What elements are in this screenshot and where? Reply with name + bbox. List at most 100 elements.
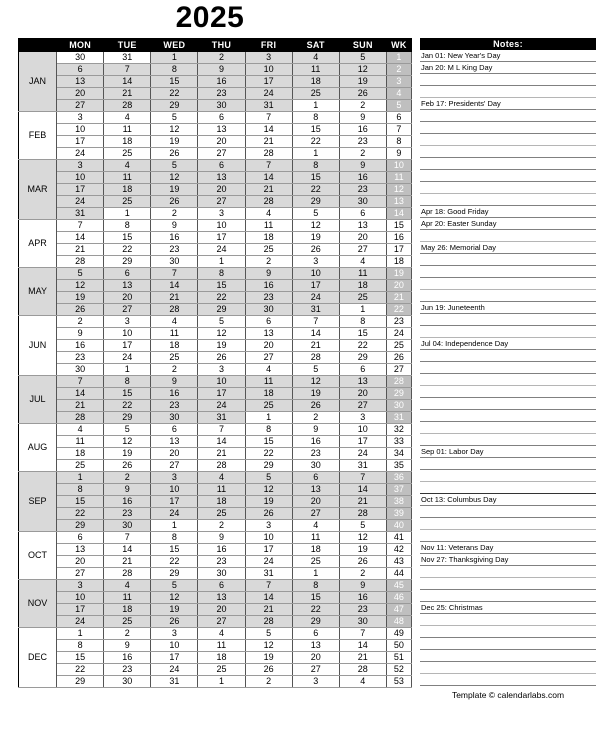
day-cell[interactable]: 6: [245, 315, 293, 328]
day-cell[interactable]: 12: [292, 375, 340, 388]
day-cell[interactable]: 18: [245, 231, 293, 244]
day-cell[interactable]: 2: [103, 471, 152, 484]
day-cell[interactable]: 21: [339, 651, 387, 664]
day-cell[interactable]: 28: [245, 615, 293, 628]
day-cell[interactable]: 1: [292, 147, 340, 160]
day-cell[interactable]: 27: [56, 567, 105, 580]
day-cell[interactable]: 11: [150, 327, 199, 340]
day-cell[interactable]: 9: [197, 63, 246, 76]
day-cell[interactable]: 17: [197, 387, 246, 400]
day-cell[interactable]: 26: [245, 663, 293, 676]
day-cell[interactable]: 29: [292, 615, 340, 628]
day-cell[interactable]: 27: [339, 243, 387, 256]
day-cell[interactable]: 23: [197, 555, 246, 568]
day-cell[interactable]: 14: [245, 123, 293, 136]
day-cell[interactable]: 19: [103, 447, 152, 460]
note-blank-line[interactable]: [420, 254, 596, 266]
day-cell[interactable]: 18: [197, 495, 246, 508]
day-cell[interactable]: 15: [56, 651, 105, 664]
day-cell[interactable]: 23: [339, 183, 387, 196]
day-cell[interactable]: 25: [292, 555, 340, 568]
day-cell[interactable]: 30: [292, 459, 340, 472]
note-blank-line[interactable]: [420, 674, 596, 686]
day-cell[interactable]: 31: [339, 459, 387, 472]
day-cell[interactable]: 31: [56, 207, 105, 220]
day-cell[interactable]: 28: [150, 303, 199, 316]
note-entry[interactable]: Nov 11: Veterans Day: [420, 542, 596, 554]
day-cell[interactable]: 18: [103, 603, 152, 616]
note-entry[interactable]: Apr 18: Good Friday: [420, 206, 596, 218]
day-cell[interactable]: 21: [56, 243, 105, 256]
day-cell[interactable]: 15: [197, 279, 246, 292]
note-entry[interactable]: Feb 17: Presidents' Day: [420, 98, 596, 110]
day-cell[interactable]: 16: [197, 543, 246, 556]
note-blank-line[interactable]: [420, 194, 596, 206]
day-cell[interactable]: 7: [245, 579, 293, 592]
day-cell[interactable]: 6: [292, 471, 340, 484]
day-cell[interactable]: 31: [103, 51, 152, 64]
note-blank-line[interactable]: [420, 458, 596, 470]
day-cell[interactable]: 23: [339, 135, 387, 148]
day-cell[interactable]: 4: [103, 111, 152, 124]
day-cell[interactable]: 4: [197, 627, 246, 640]
day-cell[interactable]: 11: [245, 219, 293, 232]
day-cell[interactable]: 29: [56, 675, 105, 688]
day-cell[interactable]: 17: [150, 651, 199, 664]
day-cell[interactable]: 18: [292, 75, 340, 88]
day-cell[interactable]: 7: [197, 423, 246, 436]
day-cell[interactable]: 10: [197, 219, 246, 232]
day-cell[interactable]: 27: [197, 147, 246, 160]
day-cell[interactable]: 5: [197, 315, 246, 328]
day-cell[interactable]: 29: [56, 519, 105, 532]
day-cell[interactable]: 23: [150, 399, 199, 412]
day-cell[interactable]: 3: [150, 627, 199, 640]
day-cell[interactable]: 5: [339, 519, 387, 532]
day-cell[interactable]: 21: [245, 603, 293, 616]
day-cell[interactable]: 1: [197, 675, 246, 688]
day-cell[interactable]: 22: [292, 183, 340, 196]
day-cell[interactable]: 4: [103, 579, 152, 592]
day-cell[interactable]: 9: [150, 219, 199, 232]
day-cell[interactable]: 17: [197, 231, 246, 244]
day-cell[interactable]: 13: [197, 591, 246, 604]
day-cell[interactable]: 7: [245, 159, 293, 172]
day-cell[interactable]: 16: [150, 387, 199, 400]
note-blank-line[interactable]: [420, 86, 596, 98]
day-cell[interactable]: 26: [197, 351, 246, 364]
day-cell[interactable]: 25: [245, 243, 293, 256]
day-cell[interactable]: 4: [339, 255, 387, 268]
day-cell[interactable]: 30: [56, 363, 105, 376]
note-blank-line[interactable]: [420, 398, 596, 410]
note-blank-line[interactable]: [420, 506, 596, 518]
day-cell[interactable]: 5: [339, 51, 387, 64]
day-cell[interactable]: 25: [103, 195, 152, 208]
day-cell[interactable]: 25: [150, 351, 199, 364]
day-cell[interactable]: 25: [56, 459, 105, 472]
day-cell[interactable]: 11: [339, 267, 387, 280]
day-cell[interactable]: 25: [292, 87, 340, 100]
day-cell[interactable]: 26: [150, 195, 199, 208]
day-cell[interactable]: 10: [150, 483, 199, 496]
day-cell[interactable]: 17: [245, 75, 293, 88]
day-cell[interactable]: 25: [103, 147, 152, 160]
day-cell[interactable]: 8: [292, 579, 340, 592]
day-cell[interactable]: 17: [292, 279, 340, 292]
day-cell[interactable]: 19: [339, 75, 387, 88]
day-cell[interactable]: 9: [339, 159, 387, 172]
day-cell[interactable]: 8: [339, 315, 387, 328]
day-cell[interactable]: 17: [56, 603, 105, 616]
day-cell[interactable]: 13: [150, 435, 199, 448]
day-cell[interactable]: 22: [103, 243, 152, 256]
day-cell[interactable]: 21: [103, 87, 152, 100]
day-cell[interactable]: 1: [56, 471, 105, 484]
day-cell[interactable]: 5: [150, 111, 199, 124]
day-cell[interactable]: 31: [292, 303, 340, 316]
day-cell[interactable]: 10: [103, 327, 152, 340]
day-cell[interactable]: 16: [292, 435, 340, 448]
day-cell[interactable]: 11: [103, 171, 152, 184]
day-cell[interactable]: 19: [56, 291, 105, 304]
day-cell[interactable]: 6: [56, 531, 105, 544]
day-cell[interactable]: 30: [103, 675, 152, 688]
day-cell[interactable]: 18: [339, 279, 387, 292]
day-cell[interactable]: 2: [197, 51, 246, 64]
